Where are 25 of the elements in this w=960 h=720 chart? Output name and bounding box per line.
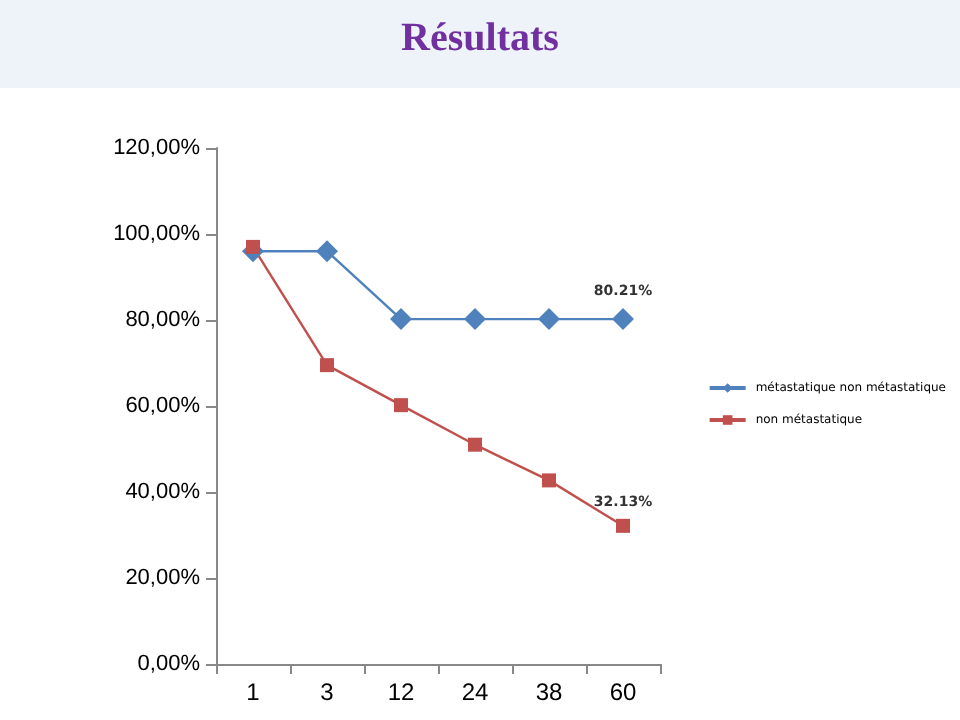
point xyxy=(542,473,556,488)
point xyxy=(616,518,630,533)
point xyxy=(320,358,334,373)
y-tick-label: 0,00% xyxy=(137,652,201,676)
x-tick-label: 24 xyxy=(461,678,489,706)
x-tick-label: 12 xyxy=(387,678,415,706)
y-tick-label: 20,00% xyxy=(125,566,201,590)
point xyxy=(538,308,560,331)
point xyxy=(246,239,260,254)
y-tick-label: 80,00% xyxy=(125,308,201,332)
x-tick-label: 60 xyxy=(609,678,637,706)
point xyxy=(612,308,634,331)
y-tick-label: 40,00% xyxy=(125,480,201,504)
chart-title: Résultats xyxy=(399,16,561,62)
x-tick-label: 3 xyxy=(320,678,335,706)
point xyxy=(394,398,408,413)
point xyxy=(390,308,412,331)
point xyxy=(468,437,482,452)
y-tick-label: 60,00% xyxy=(125,394,201,418)
x-tick-label: 38 xyxy=(535,678,563,706)
x-tick-label: 1 xyxy=(246,678,261,706)
point xyxy=(316,240,338,263)
y-tick-label: 100,00% xyxy=(113,222,201,246)
y-tick-label: 120,00% xyxy=(113,136,201,160)
point xyxy=(464,308,486,331)
